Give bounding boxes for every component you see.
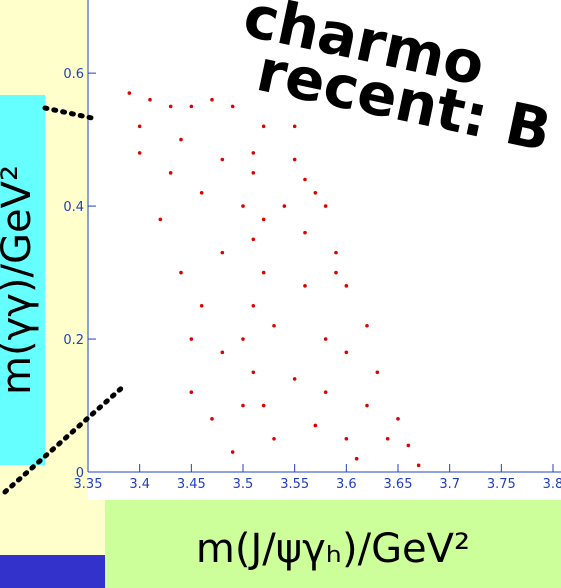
point — [158, 217, 163, 222]
point — [261, 270, 266, 275]
point — [354, 456, 359, 461]
x-axis-label: m(J/ψγₕ)/GeV² — [196, 526, 470, 572]
point — [137, 124, 142, 129]
x-tick-label: 3.5 — [233, 477, 254, 492]
point — [189, 337, 194, 341]
point — [303, 284, 307, 288]
point — [210, 97, 214, 102]
point — [313, 423, 318, 428]
point — [323, 390, 328, 395]
point — [406, 443, 411, 448]
point — [303, 230, 307, 235]
point — [323, 204, 328, 208]
point — [334, 250, 338, 255]
plot: 3.35 3.4 3.45 3.5 3.55 3.6 3.65 3.7 3.75 3.8 0 0.2 0… — [63, 67, 561, 492]
point — [344, 284, 349, 288]
x-tick-label: 3.75 — [487, 477, 516, 492]
point — [210, 417, 214, 421]
connector — [2, 382, 128, 495]
point — [261, 217, 266, 222]
y-tick-label: 0.2 — [63, 333, 84, 348]
point — [189, 104, 194, 109]
point — [334, 270, 338, 275]
connector — [42, 105, 95, 121]
point — [251, 151, 256, 155]
point — [313, 190, 318, 195]
point — [251, 171, 256, 175]
point — [241, 337, 245, 341]
point — [230, 104, 235, 109]
y-axis-label: m(γγ)/GeV² — [0, 165, 40, 395]
point — [344, 350, 349, 355]
point — [230, 450, 235, 454]
point — [220, 350, 225, 355]
point — [396, 417, 400, 421]
point — [199, 304, 204, 308]
point — [127, 91, 132, 95]
point — [344, 436, 349, 441]
point — [168, 104, 173, 109]
point — [220, 157, 225, 162]
point — [199, 190, 204, 195]
x-tick-label: 3.55 — [280, 477, 309, 492]
point — [168, 171, 173, 175]
point — [241, 403, 245, 408]
x-tick-label: 3.4 — [129, 477, 150, 492]
x-tick-label: 3.8 — [543, 477, 561, 492]
point — [365, 403, 369, 408]
y-tick-label: 0 — [76, 466, 84, 481]
point — [272, 436, 276, 441]
point — [220, 250, 225, 255]
x-label-box — [105, 500, 561, 588]
point — [148, 97, 152, 102]
point — [416, 463, 421, 468]
point — [375, 370, 380, 375]
point — [241, 204, 245, 208]
point — [303, 177, 307, 182]
point — [179, 137, 183, 142]
point — [323, 337, 328, 341]
plot-background — [88, 0, 561, 500]
point — [179, 270, 183, 275]
point — [261, 124, 266, 129]
point — [292, 157, 297, 162]
x-tick-label: 3.7 — [439, 477, 460, 492]
point — [251, 237, 256, 242]
point — [261, 403, 266, 408]
x-tick-label: 3.6 — [336, 477, 357, 492]
x-tick-label: 3.35 — [74, 477, 103, 492]
point — [292, 377, 297, 381]
point — [272, 323, 276, 328]
point — [251, 304, 256, 308]
point — [137, 151, 142, 155]
y-label-box — [0, 95, 45, 465]
point — [189, 390, 194, 395]
point — [365, 323, 369, 328]
x-tick-label: 3.65 — [384, 477, 413, 492]
point — [385, 436, 390, 441]
y-tick-label: 0.4 — [63, 200, 84, 215]
point — [282, 204, 287, 208]
point — [251, 370, 256, 375]
point — [292, 124, 297, 129]
x-tick-label: 3.45 — [177, 477, 206, 492]
y-tick-label: 0.6 — [63, 67, 84, 82]
